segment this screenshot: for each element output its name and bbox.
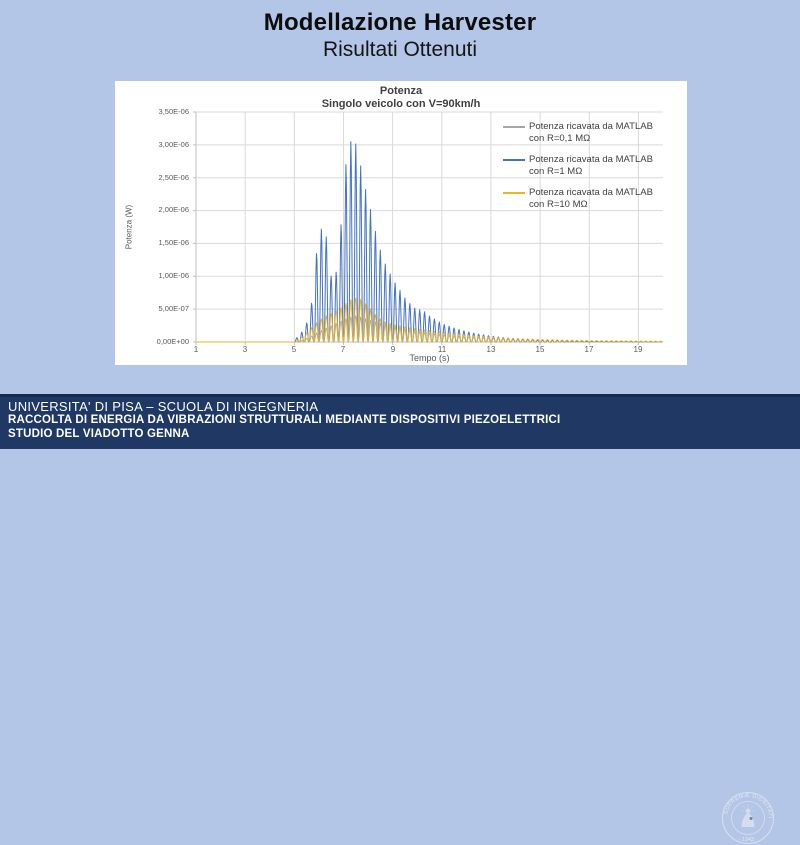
footer-line-thesis-title: RACCOLTA DI ENERGIA DA VIBRAZIONI STRUTT… [8,414,561,426]
chart-legend: Potenza ricavata da MATLAB con R=0,1 MΩ P… [503,121,675,220]
legend-item-r01: Potenza ricavata da MATLAB con R=0,1 MΩ [503,121,675,145]
y-axis-title: Potenza (W) [124,204,134,250]
footer-line-university: UNIVERSITA' DI PISA – SCUOLA DI INGEGNER… [8,399,319,414]
chart-subtitle: Singolo veicolo con V=90km/h [321,98,481,110]
y-tick-label: 2,00E-06 [158,205,189,214]
series-line-2 [196,297,664,343]
university-of-pisa-seal-logo: IN SUPREMÆ DIGNITATIS · 1343 · [721,791,775,845]
x-tick-label: 3 [242,345,248,354]
chart-title: Potenza [379,85,423,97]
legend-label: Potenza ricavata da MATLAB con R=0,1 MΩ [529,121,653,144]
x-axis-title: Tempo (s) [409,353,450,363]
legend-line-sample [503,159,525,161]
y-tick-label: 1,50E-06 [158,238,189,247]
footer-text-block: UNIVERSITA' DI PISA – SCUOLA DI INGEGNER… [8,399,560,441]
x-tick-label: 13 [486,345,496,354]
power-chart: Potenza Singolo veicolo con V=90km/h 3,5… [115,81,687,365]
y-tick-label: 3,50E-06 [158,107,189,116]
y-tick-label: 3,00E-06 [158,140,189,149]
y-tick-label: 2,50E-06 [158,173,189,182]
y-tick-label: 1,00E-06 [158,271,189,280]
y-tick-label: 5,00E-07 [158,304,189,313]
x-tick-label: 17 [584,345,594,354]
chart-canvas [193,111,664,345]
legend-item-r1: Potenza ricavata da MATLAB con R=1 MΩ [503,154,675,178]
x-tick-label: 1 [193,345,199,354]
slide-background: Modellazione Harvester Risultati Ottenut… [0,9,800,845]
x-tick-label: 15 [535,345,545,354]
seal-year-text: · 1343 · [739,837,758,843]
legend-line-sample [503,192,525,194]
slide-title: Modellazione Harvester [263,9,537,36]
y-tick-label: 0,00E+00 [156,337,189,346]
legend-item-r10: Potenza ricavata da MATLAB con R=10 MΩ [503,187,675,211]
x-tick-label: 7 [340,345,346,354]
seal-madonna-figure [740,804,756,827]
x-tick-label: 9 [390,345,396,354]
legend-line-sample [503,126,525,128]
legend-label: Potenza ricavata da MATLAB con R=10 MΩ [529,187,653,210]
legend-label: Potenza ricavata da MATLAB con R=1 MΩ [529,154,653,177]
footer-bar: UNIVERSITA' DI PISA – SCUOLA DI INGEGNER… [0,394,800,845]
x-tick-label: 19 [633,345,643,354]
x-tick-label: 11 [437,345,447,354]
slide-subtitle: Risultati Ottenuti [322,38,478,61]
footer-line-study: STUDIO DEL VIADOTTO GENNA [8,427,190,440]
x-tick-label: 5 [291,345,297,354]
